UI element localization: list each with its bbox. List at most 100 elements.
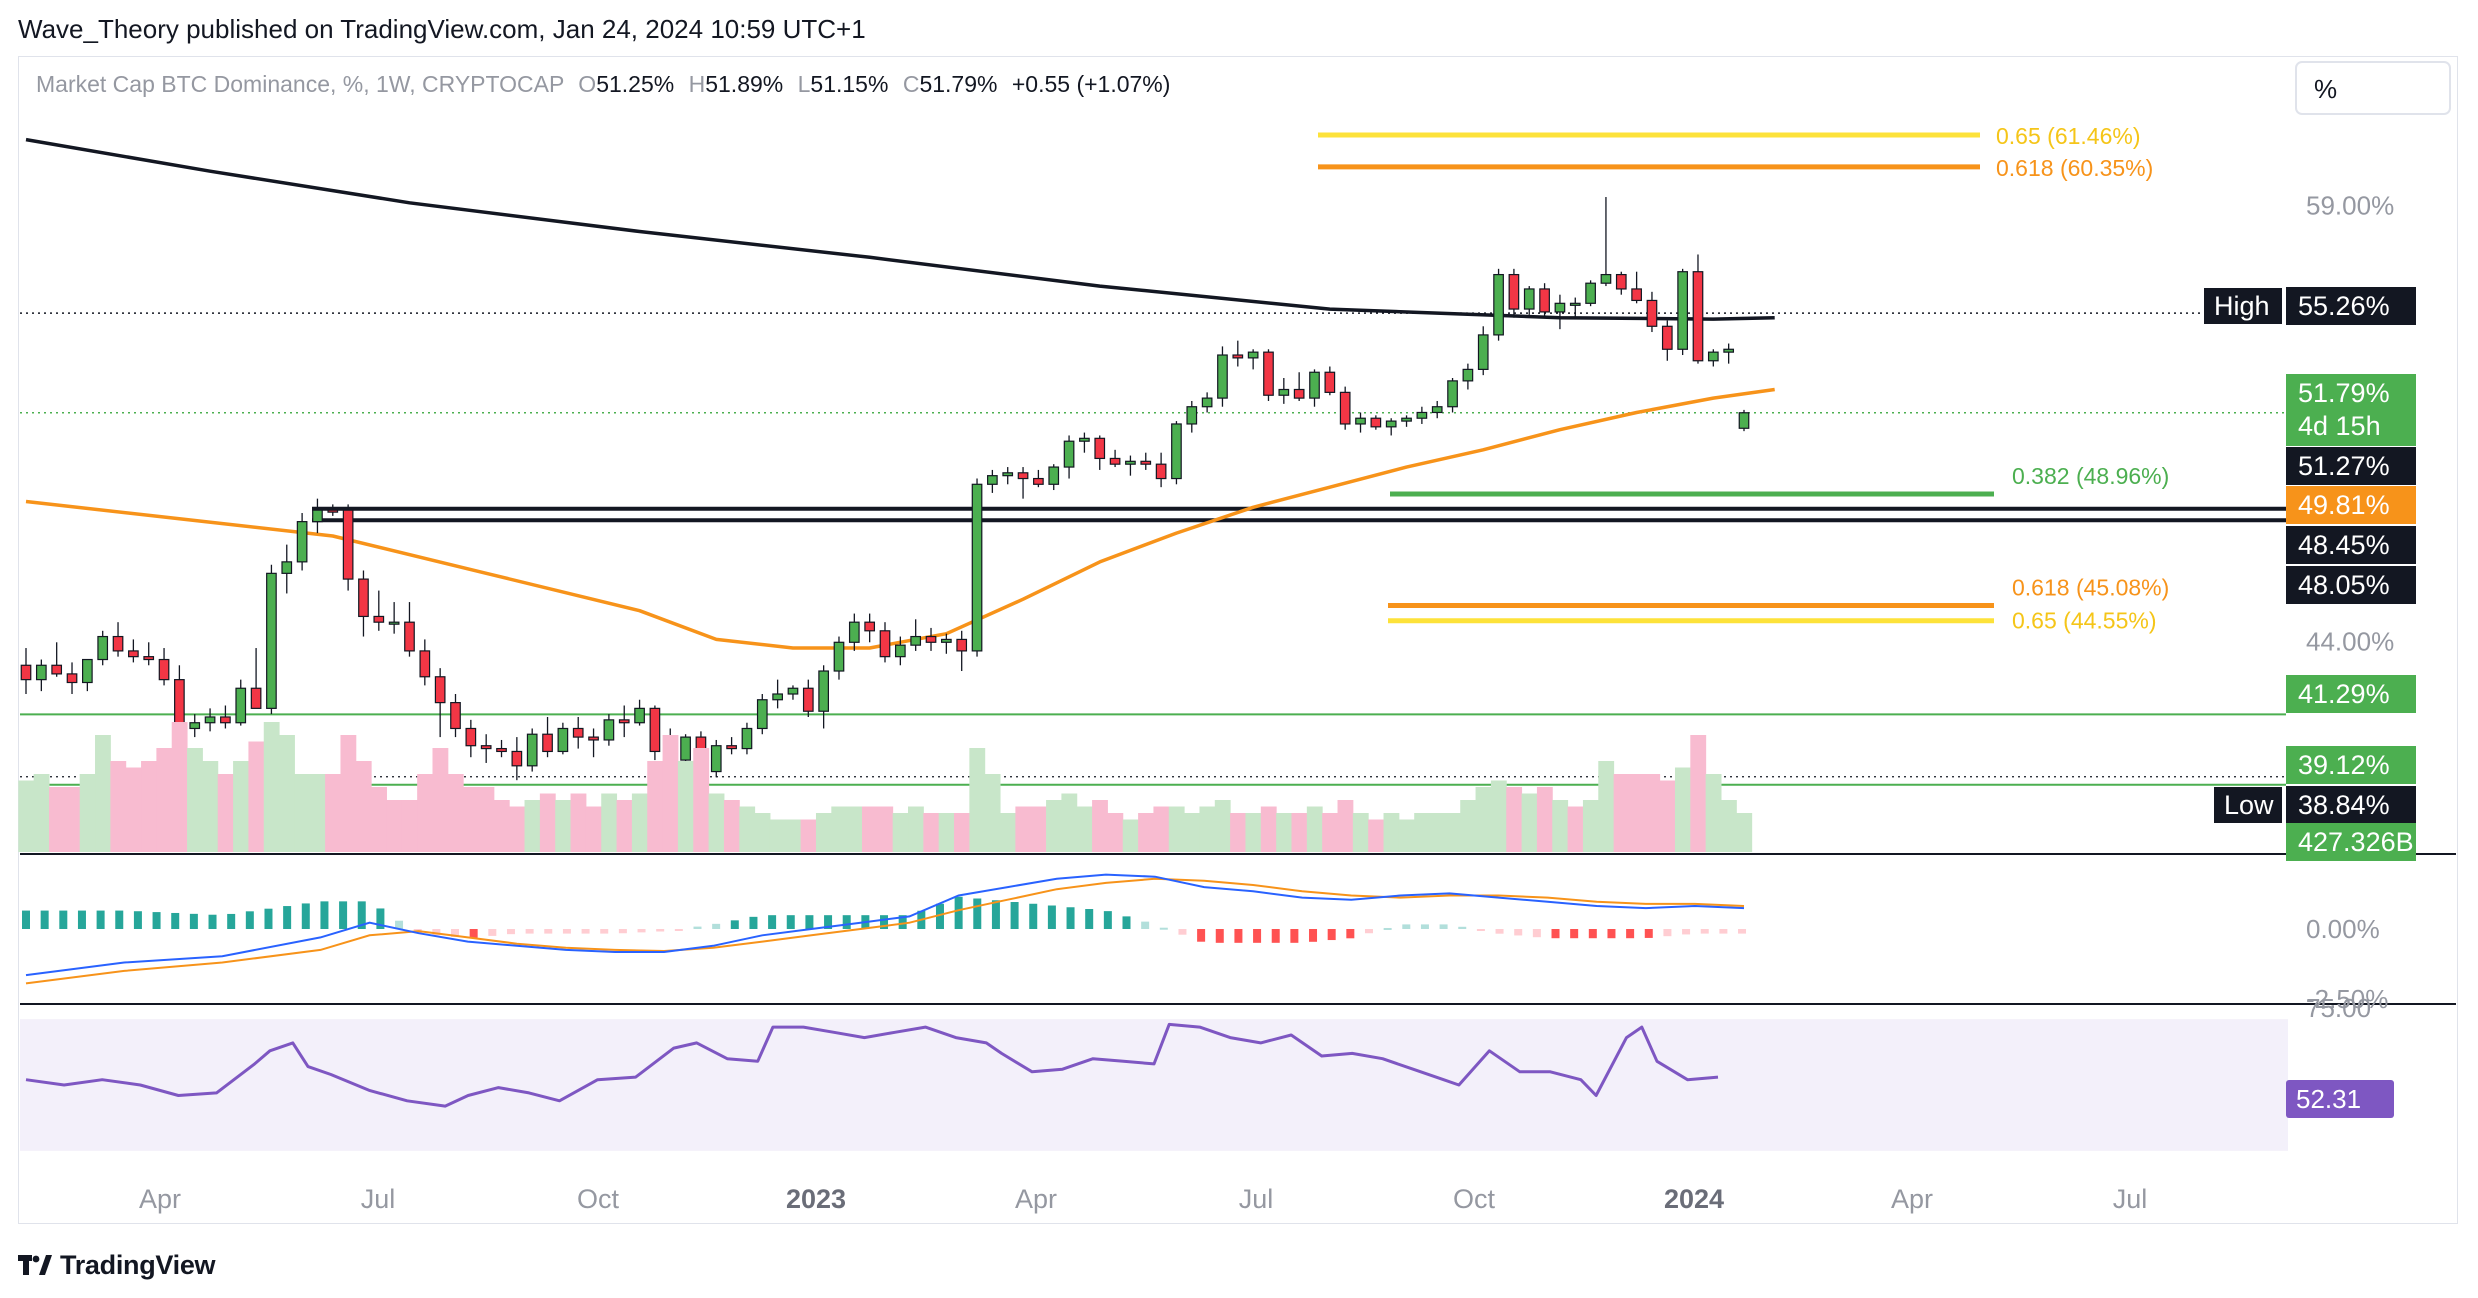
macd-histogram-bar	[898, 915, 907, 929]
current-price-value: 51.79%	[2298, 378, 2390, 408]
volume-bar	[1245, 813, 1262, 852]
time-tick: Jul	[1239, 1184, 1274, 1214]
macd-histogram-bar	[1607, 929, 1616, 939]
candle-body	[189, 722, 201, 730]
candle-body	[1600, 273, 1612, 284]
macd-histogram-bar	[1402, 924, 1411, 929]
candle-body	[1723, 348, 1735, 353]
macd-histogram-bar	[1532, 929, 1541, 938]
candle	[649, 705, 661, 761]
candle-body	[281, 561, 293, 574]
tradingview-logo-icon	[18, 1254, 52, 1275]
candle-body	[649, 707, 661, 753]
candle-body	[1385, 420, 1397, 428]
candle-body	[342, 509, 354, 580]
volume-bar	[49, 787, 65, 852]
fib-0-618-upper-label: 0.618 (60.35%)	[1996, 155, 2153, 181]
candle-body	[710, 745, 722, 773]
candle-body	[128, 650, 139, 658]
candle-body	[235, 687, 247, 724]
macd-histogram-bar	[1085, 909, 1094, 929]
volume-bar	[1567, 806, 1584, 852]
candle-body	[496, 747, 507, 753]
volume-bar	[1598, 761, 1615, 852]
volume-bar	[1138, 813, 1154, 852]
candle-body	[1707, 351, 1719, 362]
volume-bar	[217, 774, 234, 852]
macd-histogram-bar	[805, 915, 814, 929]
time-tick: 2024	[1664, 1184, 1724, 1214]
volume-bar	[846, 806, 863, 852]
time-tick: Apr	[1015, 1184, 1057, 1214]
candle	[1677, 268, 1688, 356]
candle-body	[1094, 437, 1106, 460]
candle-body	[741, 727, 753, 750]
candle-body	[1171, 423, 1182, 480]
volume-bar	[1046, 800, 1062, 852]
volume-bar	[447, 774, 464, 852]
candle-body	[1079, 437, 1090, 442]
price-pane: 0.65 (61.46%) 0.618 (60.35%) 0.382 (48.96%…	[20, 123, 2456, 1005]
candle	[910, 619, 922, 651]
macd-histogram-bar	[1682, 929, 1691, 935]
scale-toggle-button[interactable]: %	[2295, 61, 2451, 115]
candle-body	[296, 521, 308, 563]
candle-body	[971, 483, 983, 652]
tradingview-logo[interactable]: TradingView	[18, 1250, 216, 1281]
candle	[833, 636, 845, 680]
macd-histogram-bar	[1047, 905, 1056, 929]
macd-histogram-bar	[1588, 929, 1597, 939]
candle	[1217, 346, 1228, 407]
macd-histogram-bar	[59, 910, 68, 929]
candle	[220, 705, 231, 729]
volume-bar	[938, 813, 955, 852]
ma50-price-tag-text: 49.81%	[2298, 490, 2390, 520]
volume-histogram	[18, 722, 1753, 852]
volume-bar	[1199, 806, 1216, 852]
candle	[588, 728, 599, 758]
volume-tag-bg	[2286, 823, 2416, 861]
candle	[112, 622, 124, 657]
candle	[1447, 378, 1458, 413]
candle	[1401, 415, 1412, 427]
time-axis: Apr Jul Oct 2023 Apr Jul Oct 2024 Apr Jul	[139, 1184, 2147, 1214]
resistance-48-05-tag-bg	[2286, 566, 2416, 604]
candle-body	[910, 635, 922, 646]
high-tag-bg	[2204, 288, 2282, 324]
volume-bar	[325, 774, 341, 852]
macd-histogram-bar	[1420, 924, 1429, 929]
volume-bar	[1153, 806, 1170, 852]
candle-body	[35, 664, 47, 681]
candle	[802, 679, 814, 717]
resistance-48-45-tag: 48.45%	[2286, 526, 2416, 564]
candle	[1309, 369, 1320, 407]
candle-body	[1539, 288, 1550, 313]
volume-bar	[1168, 806, 1185, 852]
candle-body	[588, 736, 599, 741]
volume-bar	[386, 800, 403, 852]
volume-bar	[110, 761, 127, 852]
fib-0-618-lower-label: 0.618 (45.08%)	[2012, 575, 2169, 601]
close-value: 51.79%	[919, 71, 997, 97]
candle-body	[1063, 440, 1075, 468]
candle-body	[1646, 299, 1658, 327]
fib-0-382-label: 0.382 (48.96%)	[2012, 463, 2169, 489]
candle-body	[1002, 472, 1014, 477]
candle-body	[1554, 302, 1566, 313]
macd-histogram-bar	[1327, 929, 1336, 941]
macd-pane: 0.00% -2.50%	[22, 873, 2388, 1014]
macd-histogram-bar	[1066, 907, 1075, 929]
macd-histogram-bar	[22, 910, 30, 929]
candle	[1247, 349, 1259, 370]
volume-bar	[1061, 793, 1078, 852]
candle-body	[1017, 472, 1029, 480]
macd-histogram-bar	[1495, 929, 1504, 934]
candle	[51, 642, 63, 677]
candle-body	[542, 733, 553, 753]
candle-body	[1186, 406, 1198, 425]
price-axis-labels: High 55.26% 51.79%4d 15h 51.27% 49.81% 48.45%…	[2204, 287, 2416, 861]
volume-bar	[1460, 800, 1477, 852]
macd-histogram-bar	[488, 929, 497, 936]
candle-body	[634, 707, 645, 724]
